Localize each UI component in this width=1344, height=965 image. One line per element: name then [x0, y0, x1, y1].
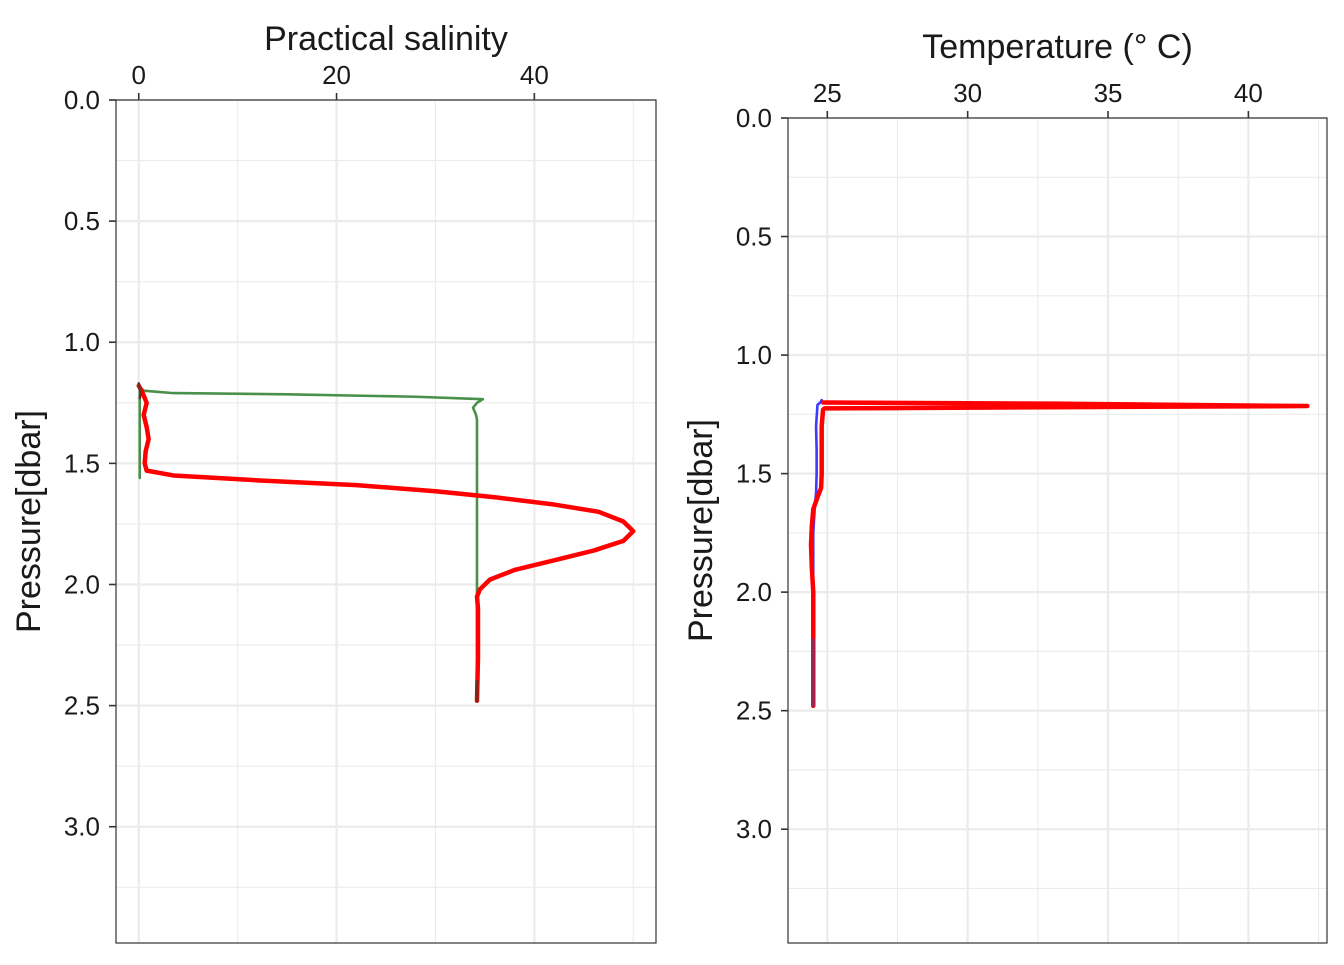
- chart-panel-1: 0 20 40 0.0 0.5 1.0 1.5 2.0 2.5 3.0 Practical sali…: [10, 20, 657, 944]
- chart-2-y-tick-label: 3.0: [736, 814, 772, 844]
- chart-2-x-tick-label: 25: [813, 78, 842, 108]
- chart-2-x-tick-label: 40: [1234, 78, 1263, 108]
- chart-2-y-tick-label: 0.0: [736, 103, 772, 133]
- chart-2-x-tick-label: 35: [1094, 78, 1123, 108]
- chart-1-y-tick-label: 0.0: [64, 85, 100, 115]
- chart-1-series-line-4: [137, 382, 143, 400]
- chart-1-series-line-3: [136, 383, 636, 704]
- chart-2-x-tick-label: 30: [953, 78, 982, 108]
- chart-1-x-tick-label: 40: [520, 60, 549, 90]
- chart-1-x-axis-title: Practical salinity: [264, 20, 508, 58]
- chart-1-y-axis-title: Pressure[dbar]: [10, 410, 48, 633]
- chart-2-y-tick-label: 1.0: [736, 340, 772, 370]
- chart-2-x-axis-title: Temperature (° C): [922, 28, 1193, 66]
- chart-2-series-line-2: [808, 400, 1310, 709]
- chart-1-y-tick-label: 3.0: [64, 812, 100, 842]
- chart-2-y-tick-label: 2.0: [736, 577, 772, 607]
- chart-2-y-axis-title: Pressure[dbar]: [682, 419, 720, 642]
- chart-1-y-tick-label: 1.0: [64, 327, 100, 357]
- chart-1-y-tick-label: 2.0: [64, 569, 100, 599]
- chart-panel-2: 25 30 35 40 0.0 0.5 1.0 1.5 2.0 2.5 3.0 Temperature…: [682, 28, 1328, 944]
- chart-1-y-tick-label: 1.5: [64, 448, 100, 478]
- chart-2-panel-border: [787, 117, 1328, 944]
- chart-1-y-tick-label: 0.5: [64, 206, 100, 236]
- chart-1-series-line-1: [138, 384, 485, 703]
- chart-2-y-tick-label: 2.5: [736, 696, 772, 726]
- chart-1-panel-border: [115, 99, 657, 944]
- chart-1-y-tick-label: 2.5: [64, 691, 100, 721]
- chart-1-x-tick-label: 20: [322, 60, 351, 90]
- chart-2-y-tick-label: 1.5: [736, 459, 772, 489]
- chart-2-y-tick-label: 0.5: [736, 222, 772, 252]
- chart-1-x-tick-label: 0: [132, 60, 146, 90]
